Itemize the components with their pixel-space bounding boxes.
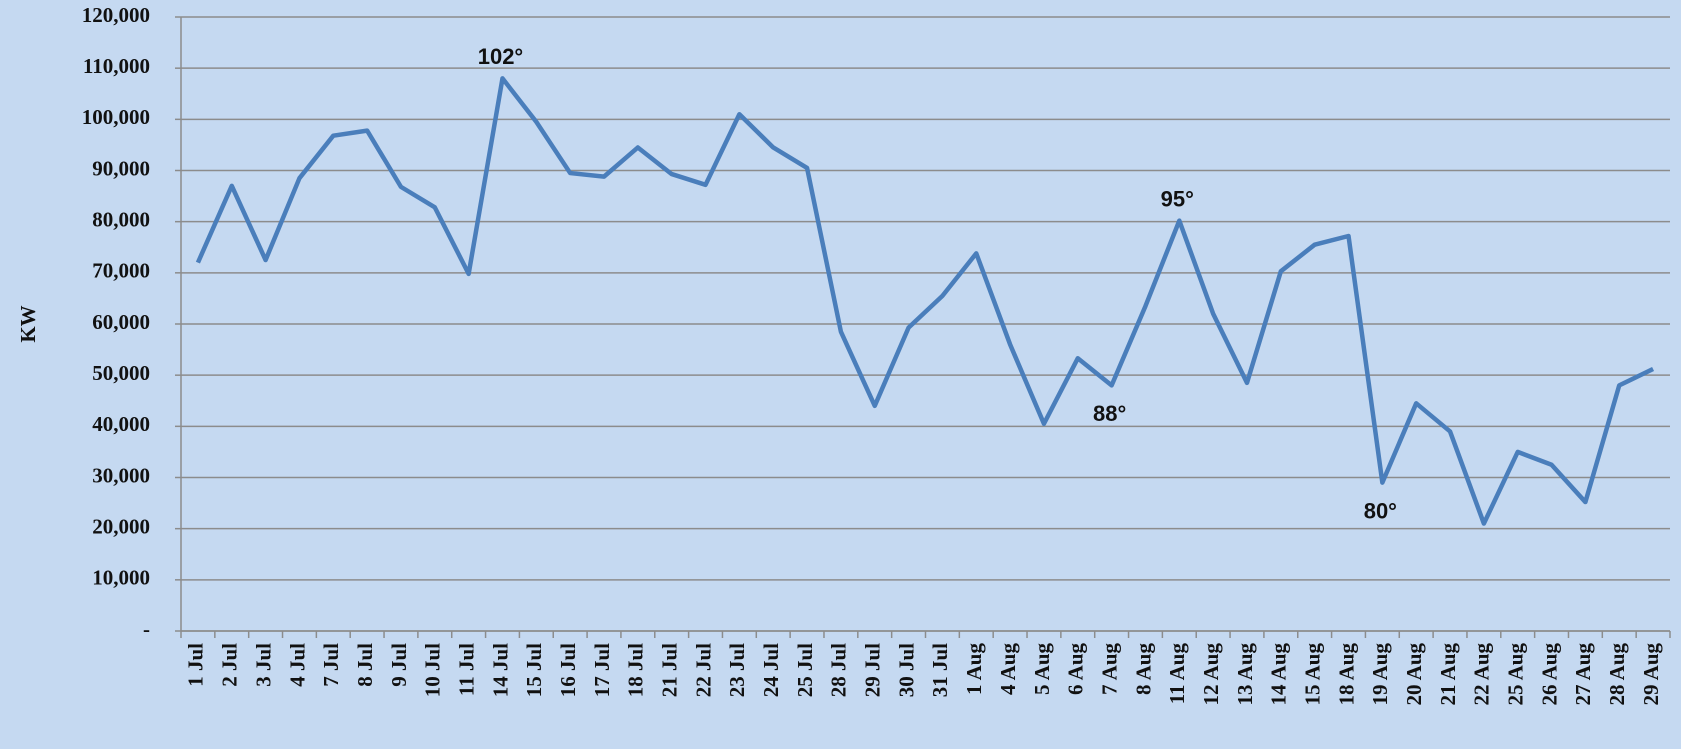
x-tick-label: 15 Jul xyxy=(522,643,546,697)
annotation: 88° xyxy=(1093,401,1126,426)
x-tick-label: 3 Jul xyxy=(251,643,275,687)
x-tick-label: 15 Aug xyxy=(1300,643,1324,706)
y-tick-label: - xyxy=(143,617,150,641)
y-tick-label: 20,000 xyxy=(92,514,150,538)
x-tick-label: 21 Aug xyxy=(1436,643,1460,706)
x-tick-label: 11 Aug xyxy=(1165,643,1189,705)
y-tick-label: 70,000 xyxy=(92,259,150,283)
x-tick-label: 18 Jul xyxy=(624,643,648,697)
x-tick-label: 24 Jul xyxy=(759,643,783,697)
y-tick-label: 30,000 xyxy=(92,463,150,487)
y-tick-label: 10,000 xyxy=(92,566,150,590)
x-tick-label: 4 Aug xyxy=(996,643,1020,695)
x-tick-label: 6 Aug xyxy=(1064,643,1088,695)
y-tick-label: 120,000 xyxy=(82,3,150,27)
x-tick-label: 4 Jul xyxy=(285,643,309,687)
y-tick-label: 50,000 xyxy=(92,361,150,385)
x-tick-label: 11 Jul xyxy=(454,643,478,696)
x-tick-label: 18 Aug xyxy=(1334,643,1358,706)
data-line xyxy=(195,76,1655,526)
annotation: 95° xyxy=(1161,186,1194,211)
x-tick-label: 25 Aug xyxy=(1504,643,1528,706)
x-tick-label: 28 Aug xyxy=(1605,643,1629,706)
x-tick-label: 7 Jul xyxy=(319,643,343,687)
y-tick-label: 80,000 xyxy=(92,207,150,231)
x-tick-label: 17 Jul xyxy=(590,643,614,697)
x-tick-label: 5 Aug xyxy=(1030,643,1054,695)
x-tick-label: 14 Jul xyxy=(488,643,512,697)
y-tick-label: 110,000 xyxy=(83,54,150,78)
x-tick-label: 10 Jul xyxy=(421,643,445,697)
x-tick-label: 23 Jul xyxy=(725,643,749,697)
x-tick-label: 7 Aug xyxy=(1097,643,1121,695)
x-tick-label: 2 Jul xyxy=(218,643,242,687)
x-tick-label: 29 Jul xyxy=(861,643,885,697)
y-axis-label: KW xyxy=(16,305,40,342)
annotation: 80° xyxy=(1364,498,1397,523)
y-tick-label: 60,000 xyxy=(92,310,150,334)
x-tick-label: 25 Jul xyxy=(793,643,817,697)
x-tick-label: 9 Jul xyxy=(387,643,411,687)
x-tick-label: 1 Aug xyxy=(962,643,986,695)
x-tick-label: 20 Aug xyxy=(1402,643,1426,706)
x-tick-label: 16 Jul xyxy=(556,643,580,697)
annotation: 102° xyxy=(478,44,524,69)
x-tick-label: 1 Jul xyxy=(184,643,208,687)
y-tick-label: 90,000 xyxy=(92,156,150,180)
x-tick-label: 29 Aug xyxy=(1639,643,1663,706)
x-tick-label: 8 Jul xyxy=(353,643,377,687)
x-tick-label: 31 Jul xyxy=(928,643,952,697)
x-tick-label: 28 Jul xyxy=(827,643,851,697)
x-tick-label: 27 Aug xyxy=(1571,643,1595,706)
x-tick-label: 21 Jul xyxy=(658,643,682,697)
x-tick-label: 22 Aug xyxy=(1470,643,1494,706)
y-tick-label: 100,000 xyxy=(82,105,150,129)
y-tick-label: 40,000 xyxy=(92,412,150,436)
x-tick-label: 19 Aug xyxy=(1368,643,1392,706)
x-tick-label: 13 Aug xyxy=(1233,643,1257,706)
x-tick-label: 26 Aug xyxy=(1537,643,1561,706)
x-tick-label: 30 Jul xyxy=(894,643,918,697)
x-tick-label: 8 Aug xyxy=(1131,643,1155,695)
x-tick-label: 12 Aug xyxy=(1199,643,1223,706)
x-tick-label: 14 Aug xyxy=(1267,643,1291,706)
x-tick-label: 22 Jul xyxy=(691,643,715,697)
